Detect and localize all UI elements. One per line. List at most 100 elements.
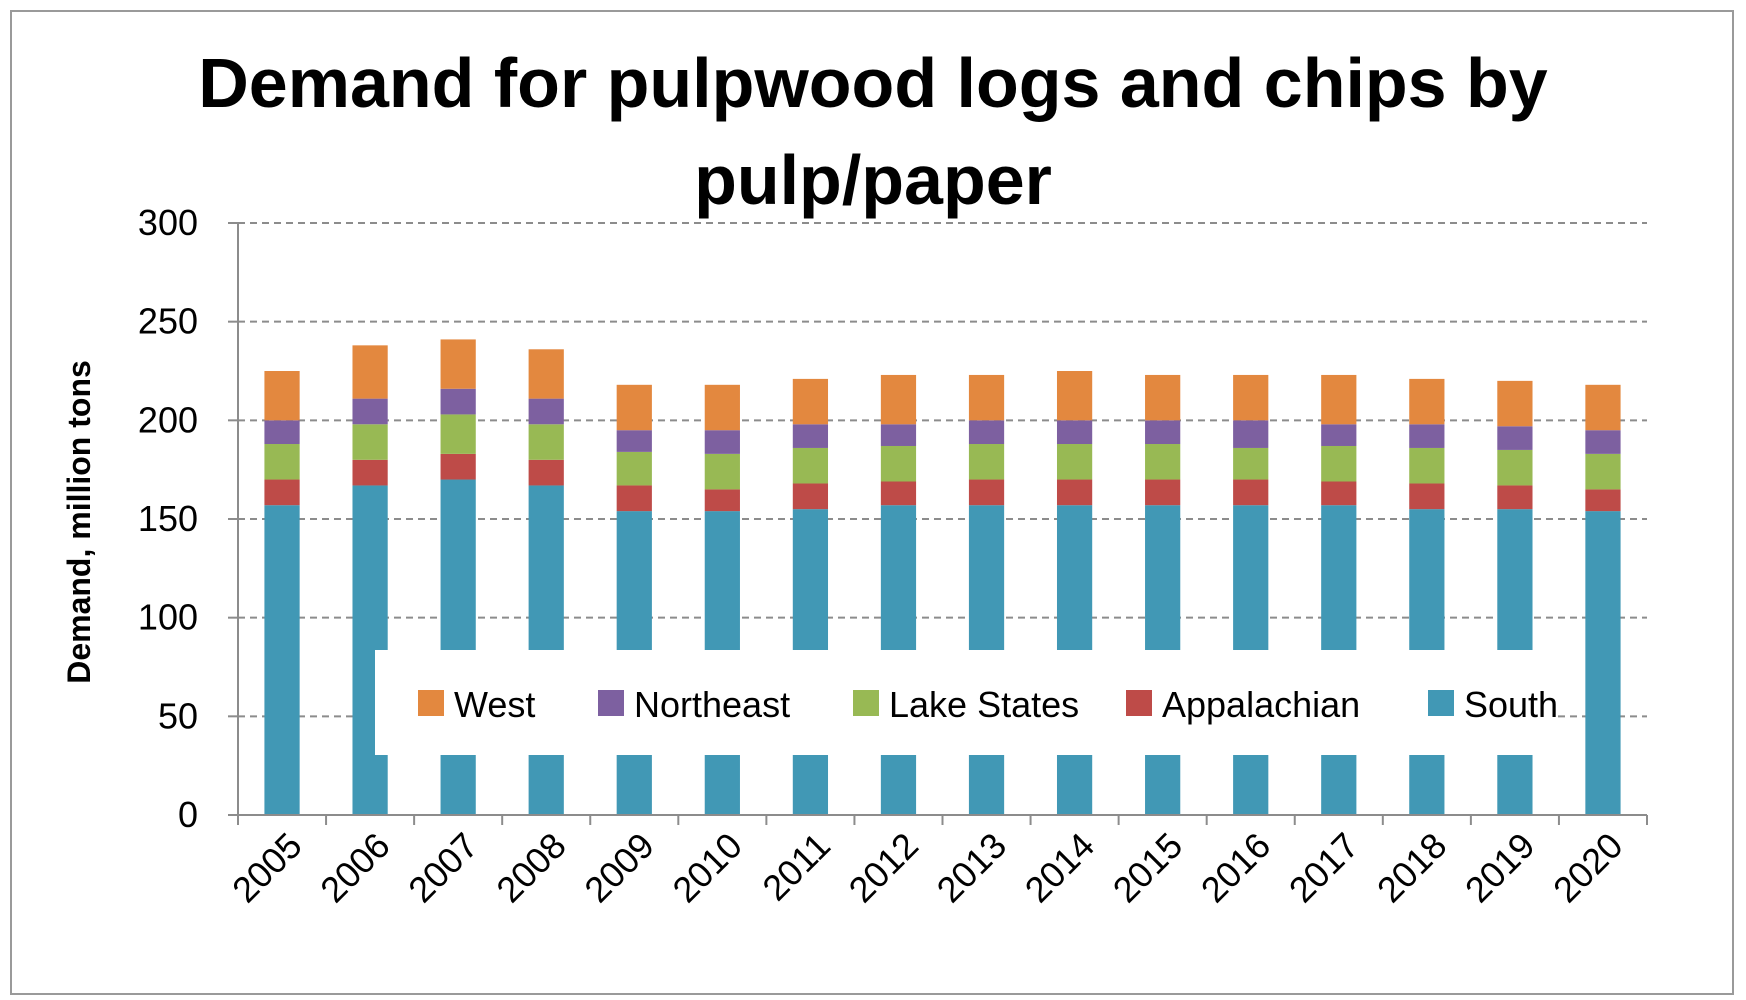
x-tick-label-2007: 2007 <box>400 825 486 911</box>
bar-west-2011 <box>792 378 829 425</box>
legend-label-appalachian: Appalachian <box>1162 684 1360 725</box>
bar-lake-states-2020 <box>1585 453 1621 490</box>
bar-northeast-2008 <box>528 398 564 425</box>
bar-northeast-2018 <box>1409 424 1445 448</box>
chart-title-line-2: pulp/paper <box>694 141 1052 219</box>
bar-northeast-2007 <box>440 388 476 415</box>
bar-west-2014 <box>1056 371 1093 421</box>
y-axis-label: Demand, million tons <box>61 360 97 684</box>
bar-west-2020 <box>1585 384 1621 431</box>
bar-appalachian-2020 <box>1585 489 1621 512</box>
y-tick-label-250: 250 <box>138 301 198 342</box>
x-tick-label-2014: 2014 <box>1017 825 1103 911</box>
x-tick-labels: 2005 2006 2007 2008 2009 2010 2011 2012 2013 2014… <box>224 825 1631 911</box>
bar-appalachian-2017 <box>1321 481 1357 506</box>
bar-appalachian-2007 <box>440 453 476 480</box>
bar-appalachian-2014 <box>1056 479 1093 506</box>
bar-lake-states-2018 <box>1409 447 1445 484</box>
bar-northeast-2005 <box>264 420 300 445</box>
x-tick-label-2012: 2012 <box>840 825 926 911</box>
x-tick-label-2010: 2010 <box>664 825 750 911</box>
chart-title: Demand for pulpwood logs and chips by pul… <box>198 44 1548 219</box>
bar-northeast-2017 <box>1321 424 1357 446</box>
bar-appalachian-2018 <box>1409 483 1445 510</box>
bar-lake-states-2005 <box>264 444 300 480</box>
bar-west-2013 <box>968 374 1005 421</box>
x-tick-label-2015: 2015 <box>1105 825 1191 911</box>
bar-west-2010 <box>704 384 740 431</box>
y-tick-label-50: 50 <box>158 695 198 736</box>
x-tick-label-2011: 2011 <box>754 825 838 909</box>
x-tick-label-2013: 2013 <box>929 825 1015 911</box>
x-tick-label-2019: 2019 <box>1457 825 1543 911</box>
legend-swatch-northeast <box>598 690 624 716</box>
x-tick-label-2020: 2020 <box>1545 825 1631 911</box>
y-tick-label-0: 0 <box>178 794 198 835</box>
bar-lake-states-2006 <box>352 424 388 460</box>
bar-west-2018 <box>1409 378 1445 425</box>
legend-box <box>375 650 1555 755</box>
bar-appalachian-2012 <box>880 481 917 506</box>
legend-label-south: South <box>1464 684 1558 725</box>
bar-appalachian-2019 <box>1497 485 1533 510</box>
bar-south-2005 <box>264 505 300 815</box>
bar-northeast-2020 <box>1585 430 1621 454</box>
bar-appalachian-2011 <box>792 483 829 510</box>
bar-lake-states-2009 <box>616 451 652 486</box>
bar-lake-states-2015 <box>1145 444 1181 480</box>
bar-lake-states-2008 <box>528 424 564 460</box>
y-tick-label-100: 100 <box>138 597 198 638</box>
bar-northeast-2010 <box>704 430 740 454</box>
bar-northeast-2016 <box>1233 420 1269 448</box>
legend-swatch-lake-states <box>853 690 879 716</box>
bar-appalachian-2013 <box>968 479 1005 506</box>
bar-appalachian-2005 <box>264 479 300 506</box>
bar-northeast-2013 <box>968 420 1005 445</box>
bar-lake-states-2012 <box>880 445 917 482</box>
bar-west-2005 <box>264 371 300 421</box>
bar-appalachian-2015 <box>1145 479 1181 506</box>
x-tick-label-2006: 2006 <box>312 825 398 911</box>
bar-west-2016 <box>1233 374 1269 421</box>
chart-title-line-1: Demand for pulpwood logs and chips by <box>198 44 1548 122</box>
bar-northeast-2009 <box>616 430 652 452</box>
bar-northeast-2015 <box>1145 420 1181 445</box>
bar-appalachian-2016 <box>1233 479 1269 506</box>
bar-west-2008 <box>528 349 564 399</box>
axes <box>228 222 1648 825</box>
bar-west-2015 <box>1145 374 1181 421</box>
legend-label-lake-states: Lake States <box>889 684 1079 725</box>
bar-south-2020 <box>1585 511 1621 815</box>
bar-lake-states-2007 <box>440 414 476 454</box>
x-tick-label-2008: 2008 <box>488 825 574 911</box>
legend-label-northeast: Northeast <box>634 684 790 725</box>
bar-west-2007 <box>440 339 476 389</box>
bar-northeast-2011 <box>792 424 829 448</box>
x-tick-label-2018: 2018 <box>1369 825 1455 911</box>
bar-appalachian-2006 <box>352 459 388 486</box>
x-tick-label-2005: 2005 <box>224 825 310 911</box>
bar-appalachian-2008 <box>528 459 564 486</box>
bar-lake-states-2010 <box>704 453 740 490</box>
bar-lake-states-2017 <box>1321 445 1357 482</box>
y-tick-labels: 0 50 100 150 200 250 300 <box>138 202 198 835</box>
legend-swatch-appalachian <box>1126 690 1152 716</box>
legend-swatch-south <box>1428 690 1454 716</box>
legend-swatch-west <box>418 690 444 716</box>
bar-lake-states-2013 <box>968 444 1005 480</box>
x-tick-label-2017: 2017 <box>1281 825 1367 911</box>
x-tick-label-2016: 2016 <box>1193 825 1279 911</box>
bar-west-2019 <box>1497 380 1533 427</box>
bar-lake-states-2019 <box>1497 449 1533 486</box>
bar-northeast-2012 <box>880 424 917 446</box>
bar-appalachian-2009 <box>616 485 652 512</box>
bar-northeast-2014 <box>1056 420 1093 445</box>
y-tick-label-300: 300 <box>138 202 198 243</box>
bar-northeast-2019 <box>1497 426 1533 450</box>
bar-west-2017 <box>1321 374 1357 425</box>
y-tick-label-200: 200 <box>138 399 198 440</box>
legend: West Northeast Lake States Appalachian South <box>375 650 1558 755</box>
bar-appalachian-2010 <box>704 489 740 512</box>
bar-west-2012 <box>880 374 917 425</box>
